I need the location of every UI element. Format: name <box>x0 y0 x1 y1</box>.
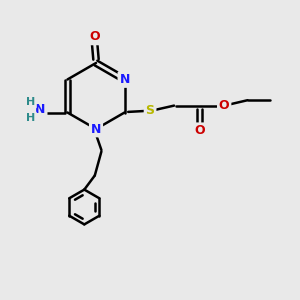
Text: O: O <box>219 99 230 112</box>
Text: S: S <box>146 104 154 118</box>
Text: N: N <box>35 103 46 116</box>
Text: N: N <box>91 122 101 136</box>
Text: H: H <box>26 97 35 107</box>
Text: O: O <box>194 124 205 137</box>
Text: N: N <box>119 73 130 86</box>
Text: H: H <box>26 113 35 123</box>
Text: O: O <box>89 30 100 44</box>
